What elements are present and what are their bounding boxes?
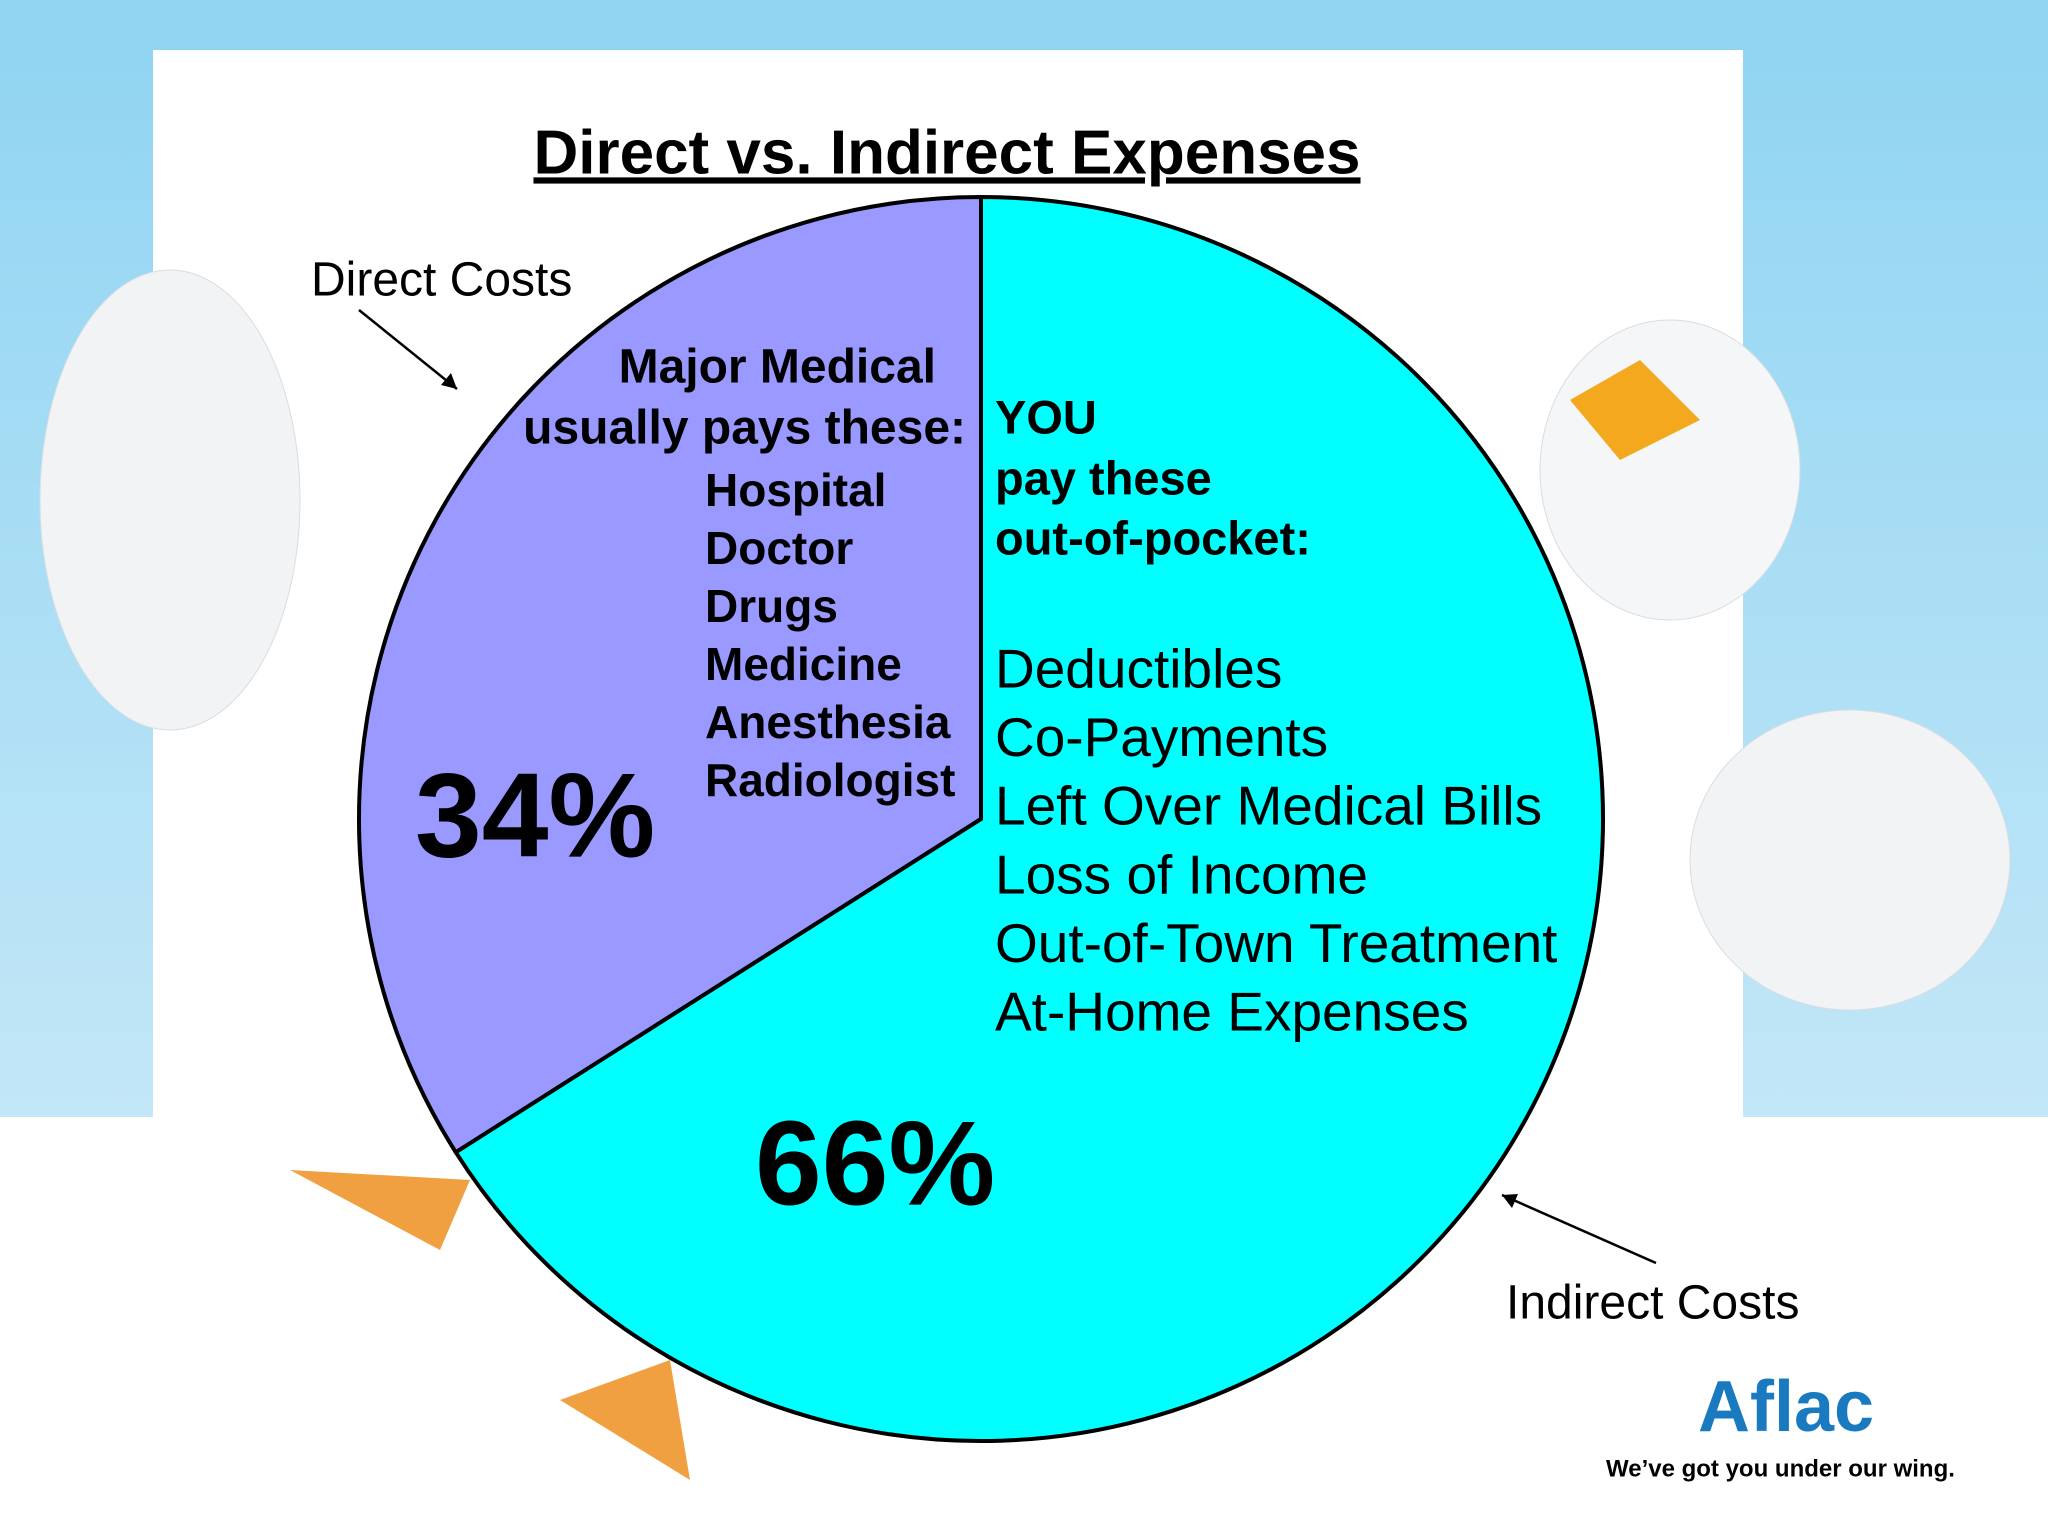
logo: Aflac [1698, 1367, 1874, 1447]
arrow [358, 309, 458, 390]
note-item: Drugs [705, 580, 838, 632]
note-item: Deductibles [995, 638, 1282, 700]
duck-foot [560, 1360, 690, 1480]
duck-wing-left [39, 269, 301, 731]
note-item: Anesthesia [705, 696, 951, 748]
slice-label: Indirect Costs [1506, 1277, 1799, 1330]
data-label: 66% [755, 1097, 995, 1231]
note-item: Loss of Income [995, 843, 1368, 905]
tagline: We’ve got you under our wing. [1606, 1455, 1955, 1482]
note-heading: out-of-pocket: [995, 511, 1311, 564]
pie-slice [357, 194, 983, 1156]
duck-beak [1570, 360, 1700, 460]
note-heading: YOU [995, 390, 1097, 443]
note-heading: Major Medical [619, 341, 936, 394]
note-list: Hospital Doctor Drugs Medicine Anesthesia Rad… [705, 464, 955, 806]
note-item: Co-Payments [995, 706, 1328, 768]
arrow-head [441, 373, 457, 389]
note-item: Hospital [705, 464, 886, 516]
duck-head [1539, 319, 1801, 621]
note-item: Radiologist [705, 754, 955, 806]
arrow-head [1502, 1194, 1518, 1208]
duck-foot [290, 1170, 470, 1250]
arrow [1501, 1193, 1657, 1265]
data-label: 34% [415, 749, 655, 883]
note-heading: pay these [995, 451, 1212, 504]
note-item: Left Over Medical Bills [995, 775, 1542, 837]
note-heading: usually pays these: [523, 402, 966, 455]
pie-slice [453, 194, 1605, 1443]
note-item: Out-of-Town Treatment [995, 912, 1557, 974]
pie [357, 194, 1605, 1443]
duck-wing [1689, 709, 2011, 1011]
note-item: Doctor [705, 522, 853, 574]
note-item: Medicine [705, 638, 902, 690]
note-item: At-Home Expenses [995, 981, 1469, 1043]
chart-title: Direct vs. Indirect Expenses [533, 118, 1360, 187]
slice-label: Direct Costs [311, 254, 572, 307]
